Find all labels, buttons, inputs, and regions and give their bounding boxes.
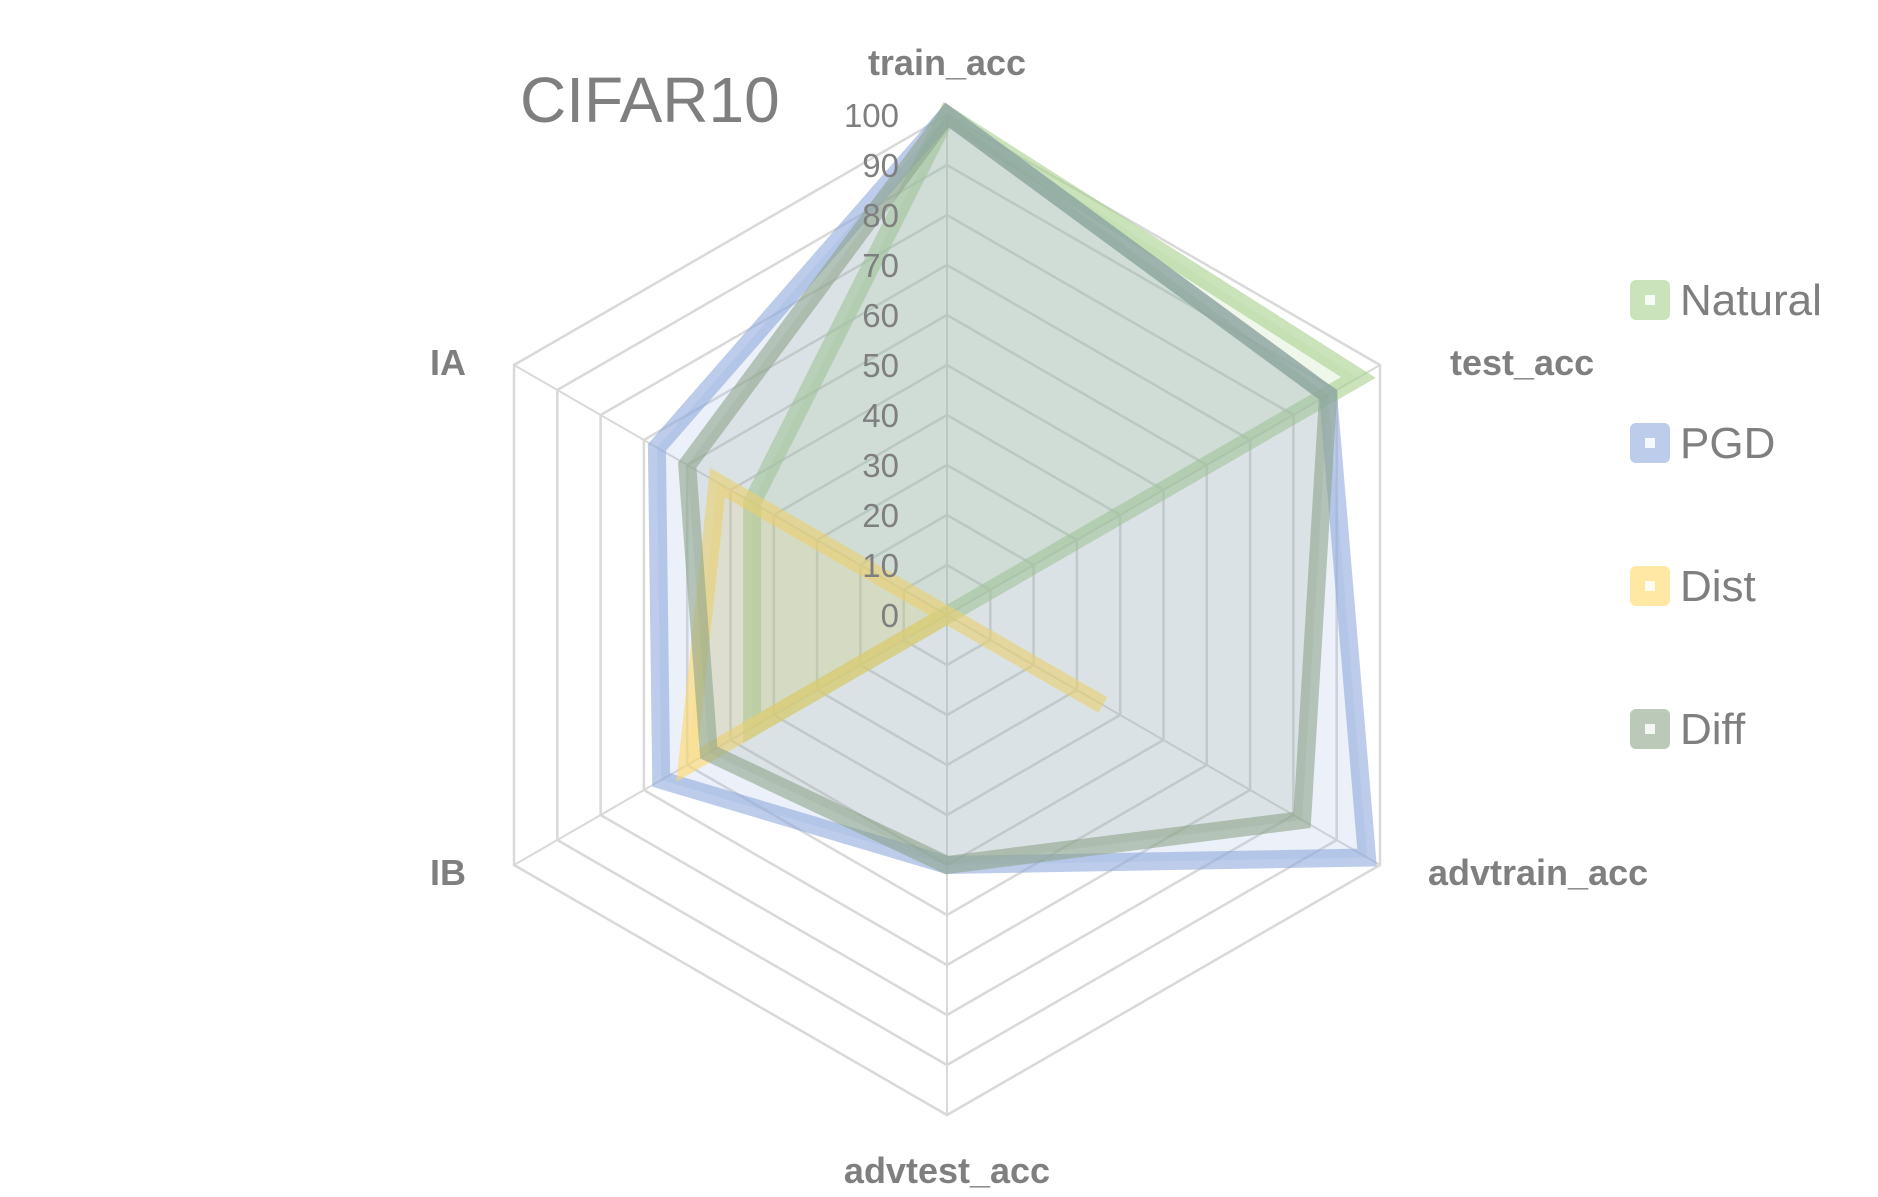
axis-labels: train_acc test_acc advtrain_acc advtest_acc… [430,42,1648,1191]
axis-label-ia: IA [430,342,466,383]
tick-label-10: 10 [862,547,899,584]
tick-label-30: 30 [862,447,899,484]
tick-label-40: 40 [862,397,899,434]
legend-item-natural: Natural [1630,276,1822,325]
legend-label-pgd: PGD [1680,419,1775,468]
tick-label-60: 60 [862,297,899,334]
legend-swatch-marker [1645,581,1655,591]
tick-label-20: 20 [862,497,899,534]
legend-swatch-marker [1645,438,1655,448]
axis-label-test-acc: test_acc [1450,342,1594,383]
legend-item-dist: Dist [1630,562,1756,611]
tick-label-90: 90 [862,147,899,184]
legend-label-dist: Dist [1680,562,1756,611]
legend-swatch-marker [1645,724,1655,734]
axis-label-advtrain-acc: advtrain_acc [1428,852,1648,893]
tick-label-50: 50 [862,347,899,384]
tick-label-70: 70 [862,247,899,284]
series-dist [676,467,1108,782]
tick-label-0: 0 [881,597,899,634]
legend-item-diff: Diff [1630,705,1746,754]
tick-label-100: 100 [844,97,899,134]
tick-label-80: 80 [862,197,899,234]
legend-label-diff: Diff [1680,705,1746,754]
axis-label-ib: IB [430,852,466,893]
series-diff [677,102,1338,875]
legend-label-natural: Natural [1680,276,1822,325]
axis-label-advtest-acc: advtest_acc [844,1150,1050,1191]
axis-label-train-acc: train_acc [868,42,1026,83]
series-layer [647,102,1377,875]
legend-item-pgd: PGD [1630,419,1775,468]
legend-swatch-marker [1645,295,1655,305]
radial-tick-labels: 0 10 20 30 40 50 60 70 80 90 100 [844,97,899,634]
legend: Natural PGD Dist Diff [1630,276,1822,754]
chart-title: CIFAR10 [520,64,780,136]
